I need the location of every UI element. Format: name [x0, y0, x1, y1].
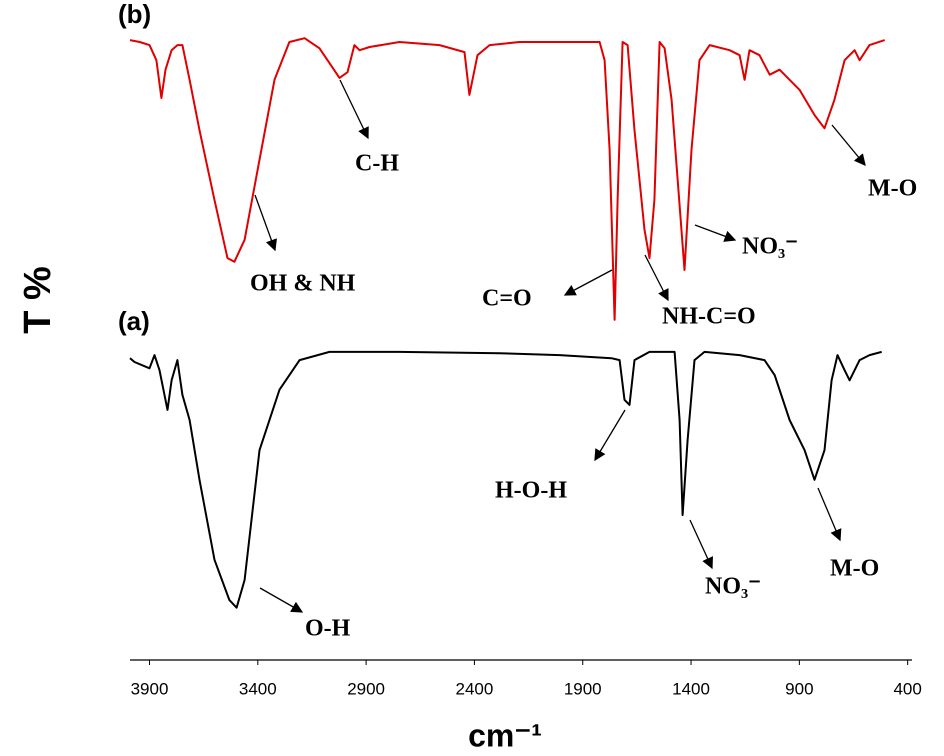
arrow	[817, 487, 842, 542]
annotation: NO₃⁻	[742, 234, 798, 260]
x-tick-label: 1900	[564, 679, 602, 698]
arrow	[259, 587, 304, 613]
y-axis-label: T %	[17, 266, 59, 334]
series-label: (a)	[118, 306, 150, 336]
annotation: OH & NH	[250, 271, 356, 297]
arrow	[689, 519, 713, 570]
x-tick-label: 2900	[347, 679, 385, 698]
annotation: O-H	[305, 616, 351, 642]
arrow	[594, 409, 626, 462]
annotation: C-H	[355, 151, 399, 177]
annotation: M-O	[868, 176, 917, 202]
annotation: H-O-H	[495, 478, 567, 504]
annotation: NO₃⁻	[705, 574, 761, 600]
x-tick-label: 3900	[131, 679, 169, 698]
series-label: (b)	[118, 0, 151, 29]
plot-area	[129, 37, 886, 609]
arrow	[563, 269, 613, 296]
arrow	[254, 194, 277, 252]
x-tick-label: 400	[893, 679, 921, 698]
x-axis-label: cm⁻¹	[468, 717, 542, 753]
annotation: NH-C=O	[662, 304, 756, 330]
arrows	[254, 79, 866, 613]
arrow	[339, 79, 369, 140]
spectrum-line	[129, 37, 886, 321]
arrow	[831, 124, 866, 167]
x-tick-label: 900	[785, 679, 813, 698]
annotation: C=O	[482, 286, 532, 312]
x-tick-label: 1400	[672, 679, 710, 698]
arrow	[694, 224, 737, 242]
x-tick-label: 3400	[239, 679, 277, 698]
spectrum-line	[129, 350, 882, 609]
x-tick-label: 2400	[456, 679, 494, 698]
arrow	[644, 254, 669, 302]
annotation: M-O	[830, 556, 879, 582]
